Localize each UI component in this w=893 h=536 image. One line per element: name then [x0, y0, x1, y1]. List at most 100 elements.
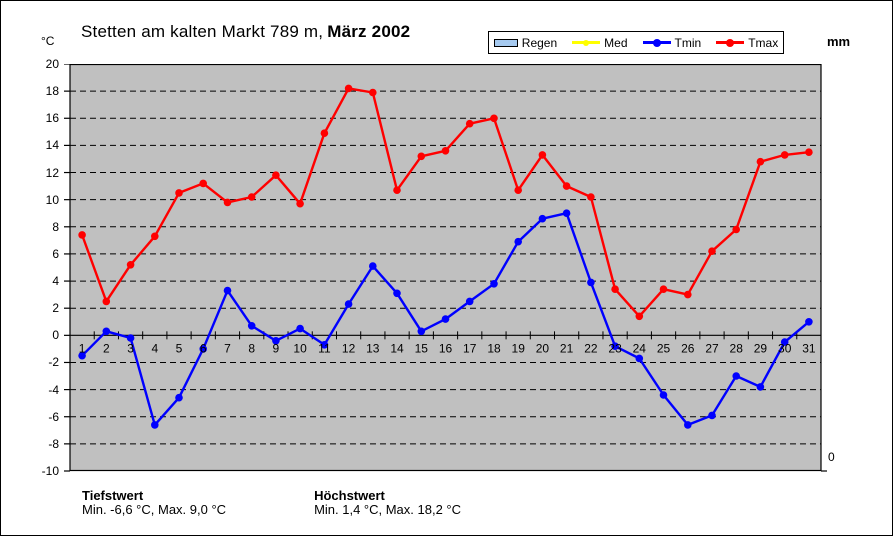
tmin-point: [659, 391, 668, 399]
tmin-point: [175, 393, 183, 402]
day-label: 30: [778, 341, 792, 355]
stat-low-detail: Min. -6,6 °C, Max. 9,0 °C: [82, 502, 227, 517]
y-axis-label: 8: [52, 219, 59, 234]
right-axis-zero-label: 0: [828, 450, 835, 464]
legend-swatch-line: [642, 38, 671, 47]
y-axis-label: 0: [52, 328, 59, 343]
day-label: 11: [318, 341, 331, 355]
day-label: 20: [536, 341, 550, 355]
tmin-point: [756, 383, 765, 391]
tmax-point: [272, 171, 280, 179]
day-label: 3: [127, 341, 134, 355]
tmax-point: [320, 129, 329, 137]
tmin-point: [417, 327, 426, 336]
y-axis-label: 10: [45, 192, 59, 207]
tmax-point: [151, 232, 159, 241]
y-axis-label: 12: [45, 165, 59, 180]
y-axis-label: 20: [45, 57, 59, 71]
tmax-point: [514, 186, 522, 194]
chart-title-date: März 2002: [327, 22, 411, 41]
tmax-point: [126, 261, 135, 269]
tmax-point: [805, 148, 813, 156]
tmin-point: [635, 354, 644, 363]
stat-high-detail: Min. 1,4 °C, Max. 18,2 °C: [314, 502, 462, 517]
legend-item-med: Med: [572, 35, 628, 50]
tmin-point: [102, 327, 111, 336]
stats-footer: Tiefstwert Min. -6,6 °C, Max. 9,0 °C Höc…: [82, 489, 461, 517]
day-label: 5: [176, 341, 183, 355]
tmin-point: [490, 280, 498, 288]
legend-label: Tmax: [748, 35, 779, 50]
day-label: 12: [342, 341, 356, 355]
tmin-point: [223, 286, 232, 295]
day-label: 28: [730, 341, 744, 355]
tmin-point: [296, 324, 304, 333]
left-axis-unit-label: °C: [41, 34, 55, 48]
y-axis-label: 16: [45, 111, 59, 126]
tmax-point: [247, 193, 256, 201]
y-axis-label: 4: [52, 274, 59, 289]
day-label: 16: [439, 341, 453, 355]
tmax-point: [562, 182, 571, 190]
y-axis-label: 14: [45, 138, 59, 153]
day-label: 6: [200, 341, 207, 355]
y-axis-label: 18: [45, 84, 59, 99]
tmin-point: [587, 278, 595, 287]
legend: Regen Med Tmin Tmax: [488, 31, 784, 54]
tmin-point: [805, 318, 813, 326]
tmin-point: [320, 341, 329, 349]
day-label: 17: [463, 341, 477, 355]
tmin-point: [441, 315, 450, 323]
tmax-point: [223, 198, 232, 207]
tmin-point: [393, 289, 401, 298]
tmin-point: [151, 421, 159, 429]
day-label: 21: [560, 341, 574, 355]
day-label: 8: [248, 341, 255, 355]
tmin-point: [344, 300, 353, 308]
tmax-point: [102, 297, 111, 306]
y-axis-label: -4: [48, 382, 59, 397]
y-axis-label: 6: [52, 246, 59, 261]
tmax-point: [538, 151, 547, 159]
stat-block-low: Tiefstwert Min. -6,6 °C, Max. 9,0 °C: [82, 489, 226, 517]
right-axis-unit-label: mm: [827, 34, 851, 49]
tmin-point: [199, 345, 207, 353]
tmin-point: [247, 322, 256, 330]
tmin-point: [272, 337, 280, 345]
plot-area: 1 2 3 4 5 6 7 8 9 10 11 12 13 14 15 16 17 18 19 20 21 22 23 24 2…: [64, 63, 827, 482]
day-label: 14: [390, 341, 404, 355]
tmax-point: [659, 285, 668, 293]
legend-label: Med: [604, 35, 628, 50]
day-label: 13: [366, 341, 380, 355]
legend-item-tmin: Tmin: [642, 37, 701, 49]
legend-swatch-line: [716, 38, 745, 47]
tmin-point: [780, 338, 789, 346]
legend-item-regen: Regen: [493, 35, 558, 50]
day-label: 18: [487, 341, 501, 355]
tmax-point: [369, 88, 377, 97]
tmin-point: [126, 334, 135, 342]
tmin-point: [465, 297, 474, 306]
tmin-point: [514, 237, 522, 246]
tmin-point: [562, 209, 571, 217]
tmin-point: [732, 372, 740, 380]
y-axis-label: -2: [48, 355, 59, 370]
plot-background: [69, 63, 822, 472]
tmin-point: [369, 262, 377, 270]
tmax-point: [708, 247, 716, 255]
day-label: 22: [584, 341, 598, 355]
stat-high-title: Höchstwert: [314, 488, 385, 503]
tmax-point: [635, 312, 644, 321]
day-label: 23: [608, 341, 622, 355]
tmin-point: [538, 214, 547, 223]
tmax-point: [175, 189, 183, 197]
day-label: 15: [415, 341, 429, 355]
legend-label: Regen: [521, 35, 558, 50]
day-label: 1: [79, 341, 86, 355]
chart-title-location: Stetten am kalten Markt 789 m,: [81, 22, 324, 41]
tmin-point: [708, 411, 716, 420]
tmax-point: [296, 199, 304, 208]
day-label: 7: [224, 341, 231, 355]
stat-low-title: Tiefstwert: [82, 488, 144, 503]
